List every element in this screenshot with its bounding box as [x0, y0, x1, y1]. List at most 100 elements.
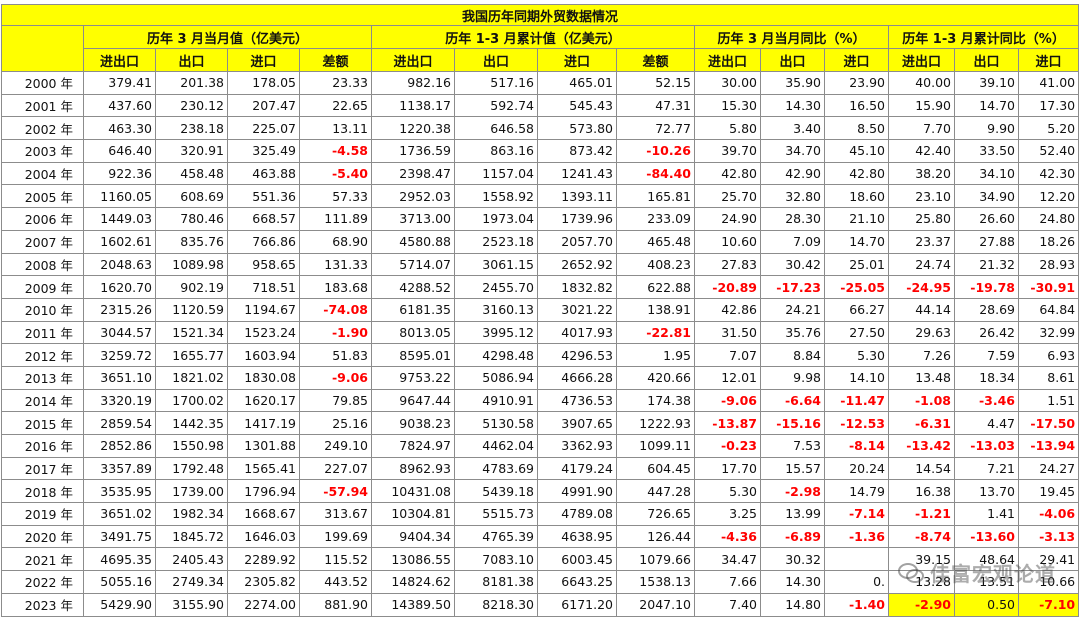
table-cell: 1417.19 — [227, 411, 300, 435]
table-cell: 3320.19 — [83, 388, 156, 413]
table-cell: 463.30 — [83, 116, 156, 141]
table-row: 2006 年 1449.03 780.46 668.57 111.89 3713.00 19… — [1, 207, 1080, 231]
table-cell: -17.50 — [1017, 411, 1080, 435]
group-header-march-monthly: 历年 3 月当月值（亿美元） — [83, 25, 372, 49]
table-cell: 1138.17 — [371, 93, 455, 118]
table-cell: 42.90 — [760, 161, 825, 186]
table-cell: 25.70 — [694, 184, 761, 209]
table-cell: 5.80 — [694, 116, 761, 141]
table-cell: 40.00 — [888, 71, 955, 95]
table-cell: -10.26 — [616, 139, 695, 163]
table-cell: 958.65 — [227, 252, 300, 277]
table-cell: 6003.45 — [537, 547, 617, 572]
group-header-q1-cumulative: 历年 1-3 月累计值（亿美元） — [371, 25, 695, 49]
table-cell: -1.08 — [888, 388, 955, 413]
table-cell: 42.30 — [1017, 161, 1080, 186]
year-cell: 2005 年 — [1, 184, 84, 209]
table-cell: 9.90 — [954, 116, 1019, 141]
table-cell: 28.69 — [954, 297, 1019, 322]
table-cell: 42.80 — [694, 161, 761, 186]
table-row: 2005 年 1160.05 608.69 551.36 57.33 2952.03 155… — [1, 184, 1080, 209]
table-cell: 4179.24 — [537, 456, 617, 481]
table-cell: 34.10 — [954, 161, 1019, 186]
table-cell: -11.47 — [824, 388, 889, 413]
table-cell: 20.24 — [824, 456, 889, 481]
table-cell: 8.84 — [760, 343, 825, 367]
table-cell: 1646.03 — [227, 524, 300, 549]
table-cell: 7.59 — [954, 343, 1019, 367]
year-cell: 2011 年 — [1, 320, 84, 345]
table-cell: 4765.39 — [454, 524, 538, 549]
table-cell: 5515.73 — [454, 502, 538, 526]
table-cell: 447.28 — [616, 479, 695, 504]
table-cell: 29.63 — [888, 320, 955, 345]
table-cell: 1157.04 — [454, 161, 538, 186]
table-cell: -25.05 — [824, 275, 889, 299]
table-cell: 622.88 — [616, 275, 695, 299]
table-cell: 34.70 — [760, 139, 825, 163]
table-cell: 5086.94 — [454, 365, 538, 390]
table-cell: 3259.72 — [83, 343, 156, 367]
table-cell: 1832.82 — [537, 275, 617, 299]
year-cell: 2004 年 — [1, 161, 84, 186]
table-cell: 14.70 — [954, 93, 1019, 118]
table-cell: 19.45 — [1017, 479, 1080, 504]
table-cell: 2455.70 — [454, 275, 538, 299]
table-cell: 3044.57 — [83, 320, 156, 345]
table-cell: 25.16 — [299, 411, 372, 435]
column-header: 进口 — [1017, 48, 1080, 72]
table-cell: 24.74 — [888, 252, 955, 277]
table-cell: 34.47 — [694, 547, 761, 572]
table-cell: 7.70 — [888, 116, 955, 141]
table-cell: 646.40 — [83, 139, 156, 163]
table-cell: 1973.04 — [454, 207, 538, 231]
table-cell: -13.03 — [954, 434, 1019, 458]
table-cell: 551.36 — [227, 184, 300, 209]
year-cell: 2001 年 — [1, 93, 84, 118]
column-header: 进口 — [537, 48, 617, 72]
table-cell: 28.93 — [1017, 252, 1080, 277]
table-cell: 23.10 — [888, 184, 955, 209]
year-cell: 2015 年 — [1, 411, 84, 435]
table-cell: -4.58 — [299, 139, 372, 163]
table-cell: 4638.95 — [537, 524, 617, 549]
table-cell: 2852.86 — [83, 434, 156, 458]
table-cell: 2952.03 — [371, 184, 455, 209]
table-cell: -2.98 — [760, 479, 825, 504]
table-cell: 39.10 — [954, 71, 1019, 95]
table-cell: 34.90 — [954, 184, 1019, 209]
table-cell: 1099.11 — [616, 434, 695, 458]
table-cell: 14389.50 — [371, 592, 455, 617]
table-cell: 238.18 — [155, 116, 228, 141]
table-cell: 2405.43 — [155, 547, 228, 572]
table-row: 2007 年 1602.61 835.76 766.86 68.90 4580.88 252… — [1, 229, 1080, 254]
table-cell: 4783.69 — [454, 456, 538, 481]
year-cell: 2009 年 — [1, 275, 84, 299]
table-cell: 21.32 — [954, 252, 1019, 277]
table-cell: 17.30 — [1017, 93, 1080, 118]
year-cell: 2007 年 — [1, 229, 84, 254]
table-cell: 5.30 — [694, 479, 761, 504]
table-cell: 233.09 — [616, 207, 695, 231]
table-cell: 766.86 — [227, 229, 300, 254]
table-cell: 30.00 — [694, 71, 761, 95]
table-cell: 1241.43 — [537, 161, 617, 186]
table-cell: 183.68 — [299, 275, 372, 299]
table-cell: 1845.72 — [155, 524, 228, 549]
table-cell: 14.54 — [888, 456, 955, 481]
table-cell: 463.88 — [227, 161, 300, 186]
table-cell: 9.98 — [760, 365, 825, 390]
table-cell: 199.69 — [299, 524, 372, 549]
table-cell: 5.20 — [1017, 116, 1080, 141]
table-cell: 465.48 — [616, 229, 695, 254]
table-cell: 1.95 — [616, 343, 695, 367]
table-cell: 1222.93 — [616, 411, 695, 435]
table-cell: -74.08 — [299, 297, 372, 322]
table-cell: 4789.08 — [537, 502, 617, 526]
table-cell: 1565.41 — [227, 456, 300, 481]
table-cell: -24.95 — [888, 275, 955, 299]
table-cell: 668.57 — [227, 207, 300, 231]
table-cell: 1739.96 — [537, 207, 617, 231]
table-cell: 18.34 — [954, 365, 1019, 390]
table-cell: 2749.34 — [155, 570, 228, 594]
